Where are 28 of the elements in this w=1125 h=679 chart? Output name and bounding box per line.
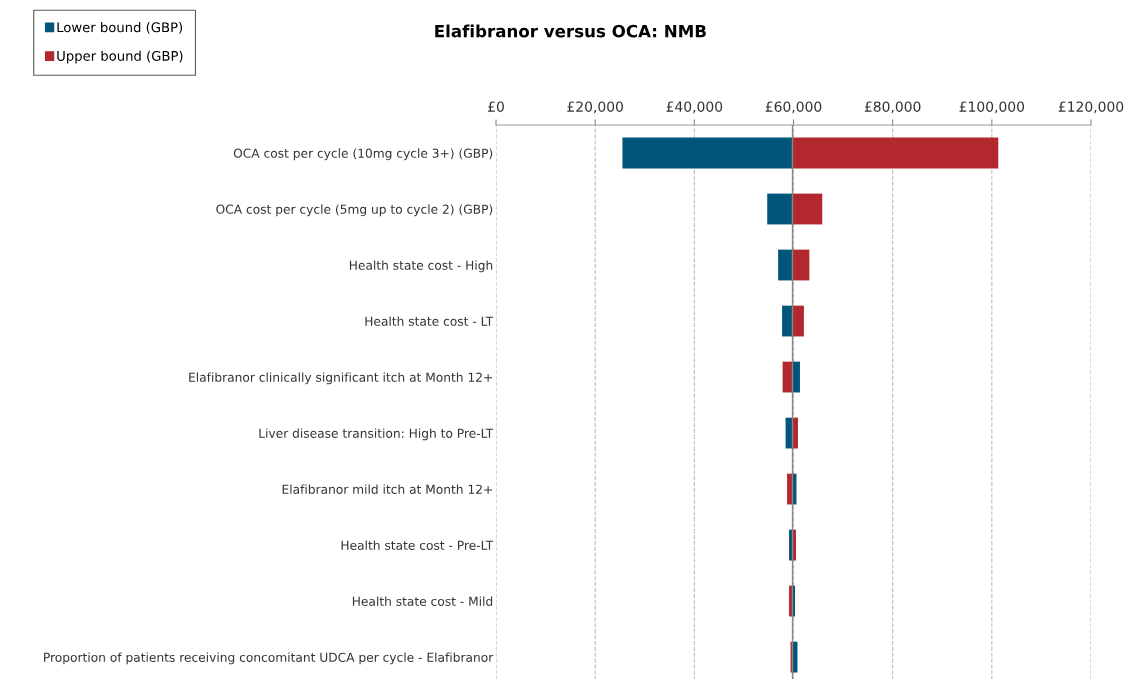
y-tick-label: Liver disease transition: High to Pre-LT bbox=[259, 428, 494, 441]
bar bbox=[782, 305, 793, 337]
y-tick-label: Proportion of patients receiving concomitant UDCA per cycle - Elafibranor bbox=[44, 652, 494, 665]
y-tick-label: Health state cost - Pre-LT bbox=[341, 540, 494, 550]
y-tick-label: Elafibranor clinically significant itch at Month 12+ bbox=[189, 372, 492, 385]
y-tick-label: OCA cost per cycle (5mg up to cycle 2) (GBP) bbox=[216, 204, 493, 217]
bar bbox=[767, 193, 793, 225]
x-tick-label: £100,000 bbox=[959, 101, 1025, 114]
y-tick-label: Health state cost - LT bbox=[365, 316, 494, 326]
bar bbox=[792, 193, 823, 225]
bar bbox=[778, 249, 793, 281]
x-tick-label: £60,000 bbox=[765, 101, 822, 114]
x-tick-label: £40,000 bbox=[666, 101, 723, 114]
bar bbox=[792, 249, 810, 281]
legend-label: Lower bound (GBP) bbox=[57, 22, 183, 34]
y-tick-label: OCA cost per cycle (10mg cycle 3+) (GBP) bbox=[233, 148, 493, 161]
chart-title: Elafibranor versus OCA: NMB bbox=[435, 24, 706, 38]
bar bbox=[792, 305, 804, 337]
x-tick-label: £0 bbox=[488, 101, 504, 112]
x-tick-label: £120,000 bbox=[1058, 101, 1124, 114]
x-tick-label: £20,000 bbox=[567, 101, 623, 114]
y-tick-label: Health state cost - Mild bbox=[352, 596, 493, 606]
y-tick-label: Elafibranor mild itch at Month 12+ bbox=[282, 484, 492, 494]
bar bbox=[792, 137, 999, 169]
legend-label: Upper bound (GBP) bbox=[57, 50, 183, 64]
x-tick-label: £80,000 bbox=[864, 101, 921, 114]
y-tick-label: Health state cost - High bbox=[349, 260, 493, 273]
bar bbox=[622, 137, 793, 169]
